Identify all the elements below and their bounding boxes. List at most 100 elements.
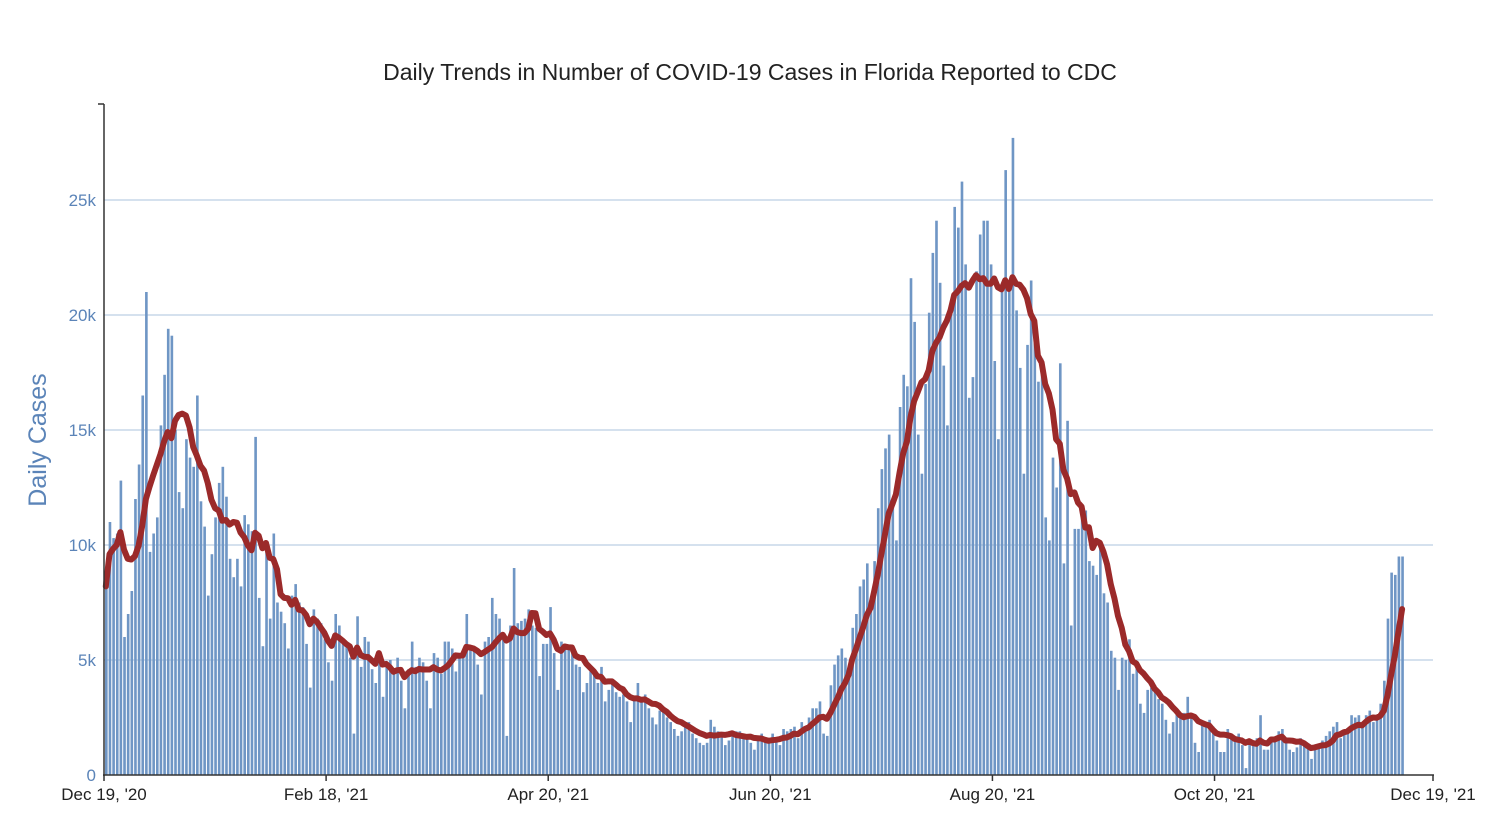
- bar: [341, 639, 345, 775]
- bar: [800, 722, 804, 775]
- bar: [520, 620, 523, 775]
- bar: [1332, 726, 1335, 775]
- bar: [425, 680, 429, 775]
- bar: [461, 655, 465, 775]
- bar: [1058, 363, 1062, 775]
- bar: [676, 735, 680, 775]
- bar: [942, 365, 946, 775]
- y-tick-label: 5k: [78, 651, 96, 670]
- bar: [1266, 749, 1270, 775]
- bar: [119, 480, 123, 775]
- bar: [1251, 742, 1255, 775]
- bar: [1091, 565, 1095, 775]
- bar: [1088, 561, 1091, 775]
- bar: [396, 657, 399, 775]
- bar: [694, 738, 698, 775]
- bar: [1364, 715, 1368, 775]
- bar: [436, 657, 439, 775]
- bar: [1222, 752, 1226, 775]
- bar: [203, 526, 206, 775]
- bar: [359, 666, 363, 775]
- bar: [174, 430, 177, 775]
- bar: [323, 639, 327, 775]
- bar: [356, 616, 359, 775]
- bar: [1037, 381, 1040, 775]
- bar: [1259, 715, 1262, 775]
- y-tick-label: 15k: [69, 421, 97, 440]
- bar: [130, 591, 134, 775]
- x-tick-label: Feb 18, '21: [284, 785, 369, 804]
- bar: [1397, 556, 1401, 775]
- bar: [145, 292, 148, 775]
- bar: [531, 625, 534, 775]
- bar: [654, 724, 658, 775]
- bar: [924, 384, 927, 775]
- bar: [1160, 703, 1164, 775]
- bar: [1306, 747, 1310, 775]
- bar: [410, 641, 414, 775]
- bar: [185, 439, 188, 775]
- bar: [891, 499, 895, 775]
- bar: [1310, 758, 1313, 775]
- bar: [705, 742, 709, 775]
- bar: [105, 586, 108, 775]
- bar: [1317, 745, 1321, 775]
- bar: [297, 602, 301, 775]
- bar: [112, 538, 115, 775]
- bar: [352, 733, 356, 775]
- bar: [443, 641, 447, 775]
- bar: [607, 689, 611, 775]
- bar: [789, 729, 793, 775]
- bar: [1200, 724, 1204, 775]
- bar: [294, 584, 297, 775]
- bar: [825, 735, 829, 775]
- bar: [228, 558, 232, 775]
- gridlines: [104, 199, 1433, 661]
- bar: [1226, 729, 1230, 775]
- bar: [1368, 710, 1372, 775]
- bar: [287, 648, 290, 775]
- bar: [571, 646, 574, 775]
- bar: [1302, 742, 1306, 775]
- bar: [651, 717, 654, 775]
- bar: [1328, 731, 1332, 775]
- bar: [873, 561, 876, 775]
- x-tick-label: Dec 19, '20: [61, 785, 146, 804]
- bar: [589, 671, 592, 775]
- bar: [301, 607, 305, 775]
- x-tick-label: Aug 20, '21: [950, 785, 1035, 804]
- bar: [698, 742, 702, 775]
- bar: [418, 657, 421, 775]
- bar: [1033, 331, 1037, 775]
- bar: [884, 448, 887, 775]
- bar: [196, 395, 199, 775]
- bar: [556, 689, 560, 775]
- bar: [399, 680, 403, 775]
- chart-title: Daily Trends in Number of COVID-19 Cases…: [383, 59, 1117, 85]
- bar: [647, 708, 651, 775]
- bar: [378, 657, 381, 775]
- bar: [811, 708, 815, 775]
- bar: [935, 220, 938, 775]
- bar: [734, 731, 738, 775]
- bar: [931, 252, 935, 775]
- bar: [1379, 703, 1383, 775]
- bar: [1084, 510, 1088, 775]
- x-tick-label: Oct 20, '21: [1174, 785, 1256, 804]
- bar: [316, 618, 319, 775]
- bar: [1051, 457, 1055, 775]
- moving-average-line: [102, 272, 1406, 752]
- bar: [964, 264, 967, 775]
- bar: [115, 533, 119, 775]
- bar: [1375, 717, 1379, 775]
- bar: [338, 625, 341, 775]
- bar: [367, 641, 370, 775]
- bar: [967, 397, 971, 775]
- bar: [1273, 740, 1277, 775]
- bar: [567, 648, 571, 775]
- bar: [1237, 733, 1241, 775]
- bar: [1095, 574, 1099, 775]
- bar: [1182, 712, 1186, 775]
- bar: [1211, 726, 1215, 775]
- bar: [188, 457, 192, 775]
